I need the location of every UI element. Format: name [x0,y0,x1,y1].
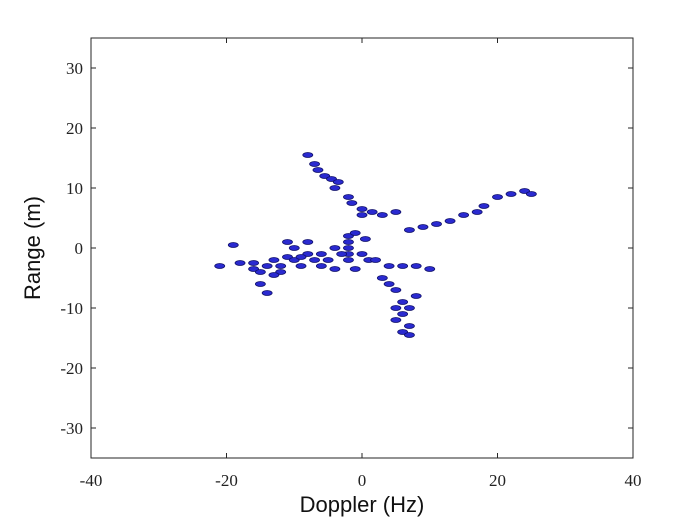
point [397,263,409,269]
point [295,263,307,269]
point [261,263,273,269]
point [227,242,239,248]
point [417,224,429,230]
point [366,209,378,215]
point [404,323,415,329]
point [404,332,415,338]
point [376,275,388,281]
x-tick-label: 0 [358,471,367,490]
point [383,263,395,269]
point [309,161,320,167]
point [302,152,314,158]
point [275,263,287,269]
point [471,209,483,215]
point [397,299,409,305]
point [214,263,226,269]
point [312,167,324,173]
x-tick-label: -40 [80,471,103,490]
point [383,281,395,287]
point [332,179,344,185]
point [315,251,327,257]
x-tick-label: 20 [489,471,506,490]
point [525,191,537,197]
y-tick-label: 0 [75,239,84,258]
point [404,227,415,233]
point [356,251,368,257]
point [329,266,341,272]
point [343,245,354,251]
point [431,221,442,227]
point [390,317,402,323]
point [254,269,266,275]
y-tick-label: -20 [60,359,83,378]
point [424,266,436,272]
point [309,257,320,263]
point [458,212,470,218]
point [336,251,348,257]
y-tick-label: -10 [60,299,83,318]
point [268,272,280,278]
y-tick-label: 10 [66,179,83,198]
point [492,194,503,200]
point [397,311,409,317]
point [410,293,422,299]
point [359,236,371,242]
x-tick-label: -20 [215,471,238,490]
point [295,254,307,260]
y-tick-label: -30 [60,419,83,438]
y-tick-label: 30 [66,59,83,78]
plot-frame [90,37,634,459]
point [478,203,490,209]
point [404,305,415,311]
point [254,281,266,287]
point [390,287,402,293]
y-tick-label: 20 [66,119,83,138]
point [268,257,280,263]
point [329,185,341,191]
point [343,194,354,200]
point [322,257,334,263]
point [302,239,314,245]
point [248,260,260,266]
point [343,239,354,245]
point [261,290,273,296]
point [356,206,368,212]
point [390,209,402,215]
x-axis-label: Doppler (Hz) [300,492,425,517]
point [370,257,381,263]
point [315,263,327,269]
point [234,260,246,266]
point [343,257,354,263]
x-tick-label: 40 [625,471,642,490]
point [410,263,422,269]
point [444,218,456,224]
point [505,191,517,197]
point [346,200,358,206]
point [356,212,368,218]
point [282,239,293,245]
y-axis-label: Range (m) [20,196,45,300]
point [376,212,388,218]
point [349,266,361,272]
point [390,305,402,311]
point [329,245,341,251]
point [349,230,361,236]
point [288,245,300,251]
